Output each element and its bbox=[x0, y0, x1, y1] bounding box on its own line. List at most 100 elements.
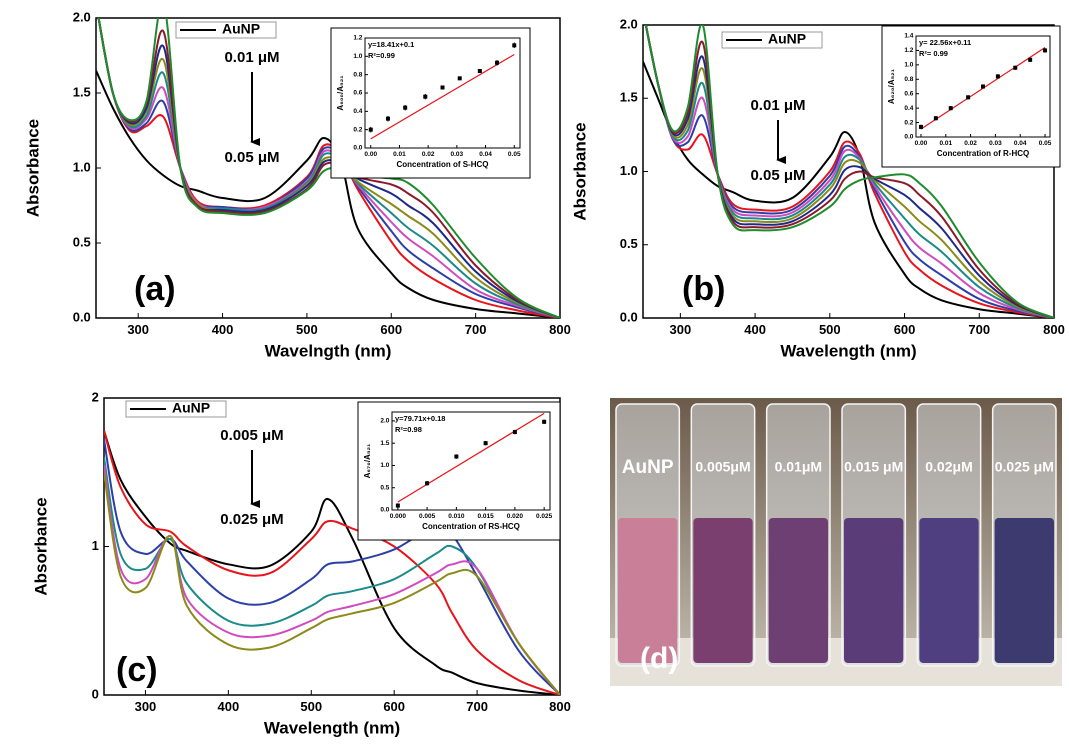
annotation-top: 0.01 μM bbox=[750, 97, 805, 114]
y-tick-label: 2.0 bbox=[620, 16, 638, 31]
x-tick-label: 600 bbox=[894, 322, 916, 337]
panel-label: (b) bbox=[682, 270, 725, 308]
y-tick-label: 0.5 bbox=[380, 484, 389, 491]
y-tick-label: 1.0 bbox=[73, 159, 91, 174]
x-tick-label: 0.025 bbox=[536, 513, 553, 520]
data-point bbox=[440, 85, 445, 90]
vial-label: AuNP bbox=[622, 457, 674, 478]
annotation-bottom: 0.05 μM bbox=[750, 167, 805, 184]
vial-label: 0.025 μM bbox=[995, 459, 1054, 475]
y-tick-label: 1.0 bbox=[904, 62, 913, 69]
legend-label: AuNP bbox=[222, 21, 260, 37]
y-tick-label: 0.0 bbox=[904, 134, 913, 141]
y-tick-label: 1.0 bbox=[353, 53, 362, 60]
y-tick-label: 0.4 bbox=[904, 105, 913, 112]
x-tick-label: 0.02 bbox=[422, 151, 435, 158]
x-axis-label: Wavelength (nm) bbox=[264, 718, 400, 737]
spectrum-line bbox=[104, 430, 560, 695]
data-point bbox=[423, 94, 428, 99]
y-tick-label: 0.4 bbox=[353, 108, 362, 115]
x-tick-label: 0.01 bbox=[939, 140, 952, 147]
spectrum-line bbox=[104, 464, 560, 695]
y-tick-label: 0.2 bbox=[904, 119, 913, 126]
spectrum-line bbox=[644, 25, 1054, 318]
data-point bbox=[495, 60, 500, 65]
data-point bbox=[995, 74, 1000, 79]
vial-liquid bbox=[919, 518, 979, 663]
data-point bbox=[1028, 57, 1033, 62]
x-tick-label: 0.01 bbox=[393, 151, 406, 158]
plot-frame bbox=[391, 411, 551, 511]
spectrum-line bbox=[97, 18, 560, 318]
x-tick-label: 0.05 bbox=[1039, 140, 1052, 147]
x-tick-label: 0.005 bbox=[419, 513, 436, 520]
spectrum-line bbox=[96, 70, 560, 318]
fit-equation: y= 22.56x+0.11 bbox=[919, 38, 971, 47]
fit-line bbox=[397, 412, 545, 503]
x-tick-label: 500 bbox=[819, 322, 841, 337]
spectrum-line bbox=[104, 457, 560, 695]
y-tick-label: 0.0 bbox=[73, 309, 91, 324]
spectrum-line bbox=[104, 472, 560, 695]
x-tick-label: 0.000 bbox=[390, 513, 407, 520]
legend-label: AuNP bbox=[768, 31, 806, 47]
photo-panel-label: (d) bbox=[640, 642, 678, 675]
spectrum-line bbox=[643, 61, 1054, 318]
x-tick-label: 700 bbox=[968, 322, 990, 337]
y-tick-label: 0.8 bbox=[904, 76, 913, 83]
x-tick-label: 300 bbox=[127, 322, 149, 337]
y-tick-label: 1.2 bbox=[904, 47, 913, 54]
legend-box bbox=[175, 21, 277, 39]
spectrum-line bbox=[104, 439, 560, 695]
r-squared: R²= 0.99 bbox=[919, 49, 948, 58]
y-axis-label: Absorbance bbox=[570, 122, 589, 220]
y-tick-label: 0.8 bbox=[353, 71, 362, 78]
spectrum-line bbox=[644, 25, 1054, 318]
x-tick-label: 0.020 bbox=[507, 513, 524, 520]
x-tick-label: 0.04 bbox=[1014, 140, 1027, 147]
data-point bbox=[512, 43, 517, 48]
legend-box bbox=[125, 400, 227, 418]
data-point bbox=[457, 76, 462, 81]
spectrum-line bbox=[644, 25, 1054, 318]
x-tick-label: 300 bbox=[670, 322, 692, 337]
data-point bbox=[368, 127, 373, 132]
vial-liquid bbox=[994, 518, 1054, 663]
fit-equation: y=79.71x+0.18 bbox=[395, 414, 445, 423]
x-tick-label: 500 bbox=[300, 699, 322, 714]
data-point bbox=[542, 419, 547, 424]
y-tick-label: 2.0 bbox=[73, 9, 91, 24]
x-tick-label: 0.04 bbox=[479, 151, 492, 158]
spectrum-line bbox=[97, 18, 560, 318]
x-tick-label: 300 bbox=[135, 699, 157, 714]
annotation-top: 0.005 μM bbox=[220, 427, 283, 444]
data-point bbox=[933, 116, 938, 121]
x-tick-label: 600 bbox=[383, 699, 405, 714]
y-tick-label: 1.0 bbox=[380, 462, 389, 469]
y-tick-label: 0.6 bbox=[353, 90, 362, 97]
y-tick-label: 2 bbox=[92, 389, 99, 404]
y-tick-label: 2.0 bbox=[380, 418, 389, 425]
spectrum-line bbox=[644, 25, 1054, 318]
annotation-top: 0.01 μM bbox=[224, 49, 279, 66]
legend-box bbox=[721, 31, 823, 49]
annotation-bottom: 0.025 μM bbox=[220, 511, 283, 528]
x-tick-label: 0.03 bbox=[989, 140, 1002, 147]
y-tick-label: 0 bbox=[92, 686, 99, 701]
x-tick-label: 0.00 bbox=[915, 140, 928, 147]
r-squared: R²=0.98 bbox=[395, 425, 422, 434]
spectrum-line bbox=[644, 25, 1054, 318]
data-point bbox=[918, 124, 923, 129]
y-tick-label: 1.4 bbox=[904, 33, 913, 40]
data-point bbox=[454, 454, 459, 459]
x-tick-label: 400 bbox=[212, 322, 234, 337]
fit-equation: y=18.41x+0.1 bbox=[368, 40, 414, 49]
y-tick-label: 1.0 bbox=[620, 163, 638, 178]
spectrum-line bbox=[97, 18, 560, 318]
spectrum-line bbox=[644, 25, 1054, 318]
fit-line bbox=[370, 53, 515, 140]
y-tick-label: 0.6 bbox=[904, 90, 913, 97]
x-tick-label: 0.015 bbox=[477, 513, 494, 520]
y-axis-label: Absorbance bbox=[31, 497, 50, 595]
